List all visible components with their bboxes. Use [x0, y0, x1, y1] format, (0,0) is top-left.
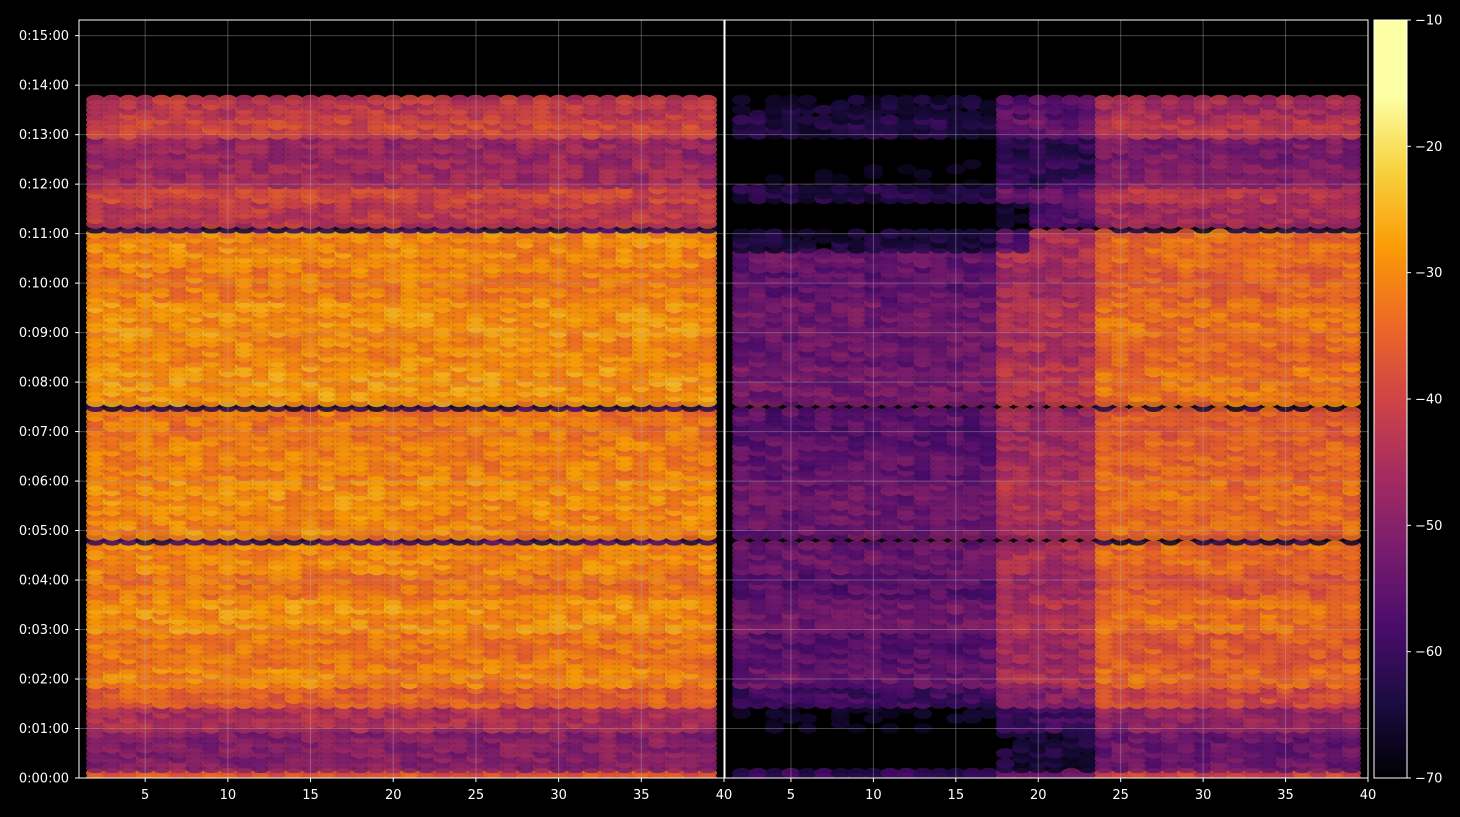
panel-left-heatmap — [86, 94, 717, 778]
